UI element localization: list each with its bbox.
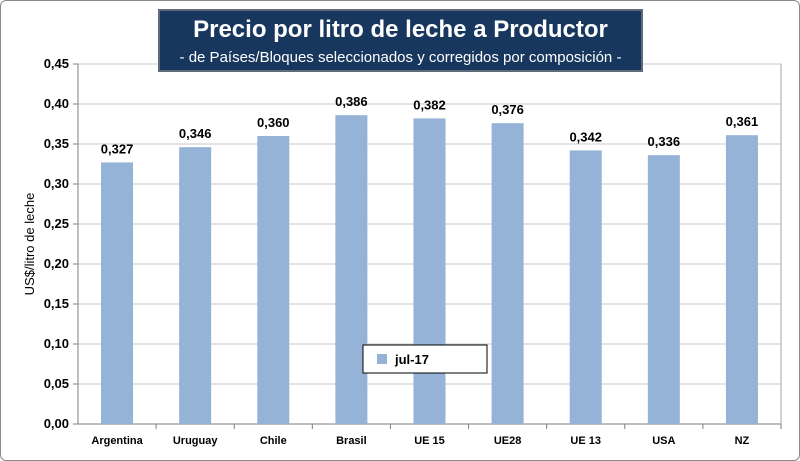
bar xyxy=(647,155,680,424)
bar xyxy=(491,123,524,424)
bar xyxy=(101,162,134,424)
data-label: 0,382 xyxy=(413,97,446,112)
data-label: 0,336 xyxy=(648,134,681,149)
y-tick-label: 0,25 xyxy=(44,216,69,231)
x-category-label: Brasil xyxy=(336,435,367,447)
title-box: Precio por litro de leche a Productor - … xyxy=(158,9,643,72)
bar xyxy=(257,136,290,424)
x-category-label: UE28 xyxy=(494,435,522,447)
data-label: 0,386 xyxy=(335,94,368,109)
bar xyxy=(725,135,758,424)
data-label: 0,360 xyxy=(257,115,290,130)
y-tick-label: 0,10 xyxy=(44,336,69,351)
x-category-label: UE 13 xyxy=(570,435,601,447)
data-label: 0,361 xyxy=(726,114,759,129)
y-tick-label: 0,35 xyxy=(44,136,69,151)
data-label: 0,376 xyxy=(491,102,524,117)
y-tick-label: 0,40 xyxy=(44,96,69,111)
y-tick-label: 0,30 xyxy=(44,176,69,191)
data-label: 0,342 xyxy=(569,129,602,144)
x-category-label: Uruguay xyxy=(173,435,219,447)
y-tick-label: 0,45 xyxy=(44,56,69,71)
legend-swatch xyxy=(377,354,387,364)
legend-label: jul-17 xyxy=(394,352,429,367)
y-tick-label: 0,00 xyxy=(44,416,69,431)
y-tick-label: 0,20 xyxy=(44,256,69,271)
bar xyxy=(569,150,602,424)
bar xyxy=(335,115,368,424)
y-tick-label: 0,05 xyxy=(44,376,69,391)
chart-subtitle: - de Países/Bloques seleccionados y corr… xyxy=(179,49,622,66)
x-category-label: UE 15 xyxy=(414,435,445,447)
x-category-label: NZ xyxy=(735,435,750,447)
x-category-label: USA xyxy=(652,435,675,447)
y-tick-label: 0,15 xyxy=(44,296,69,311)
x-category-label: Argentina xyxy=(91,435,143,447)
x-category-label: Chile xyxy=(260,435,287,447)
chart-title: Precio por litro de leche a Productor xyxy=(193,16,608,43)
legend-box xyxy=(362,344,488,374)
bar xyxy=(413,118,446,425)
bar xyxy=(179,147,212,424)
y-axis-label: US$/litro de leche xyxy=(22,193,37,296)
data-label: 0,327 xyxy=(101,141,134,156)
data-label: 0,346 xyxy=(179,126,212,141)
